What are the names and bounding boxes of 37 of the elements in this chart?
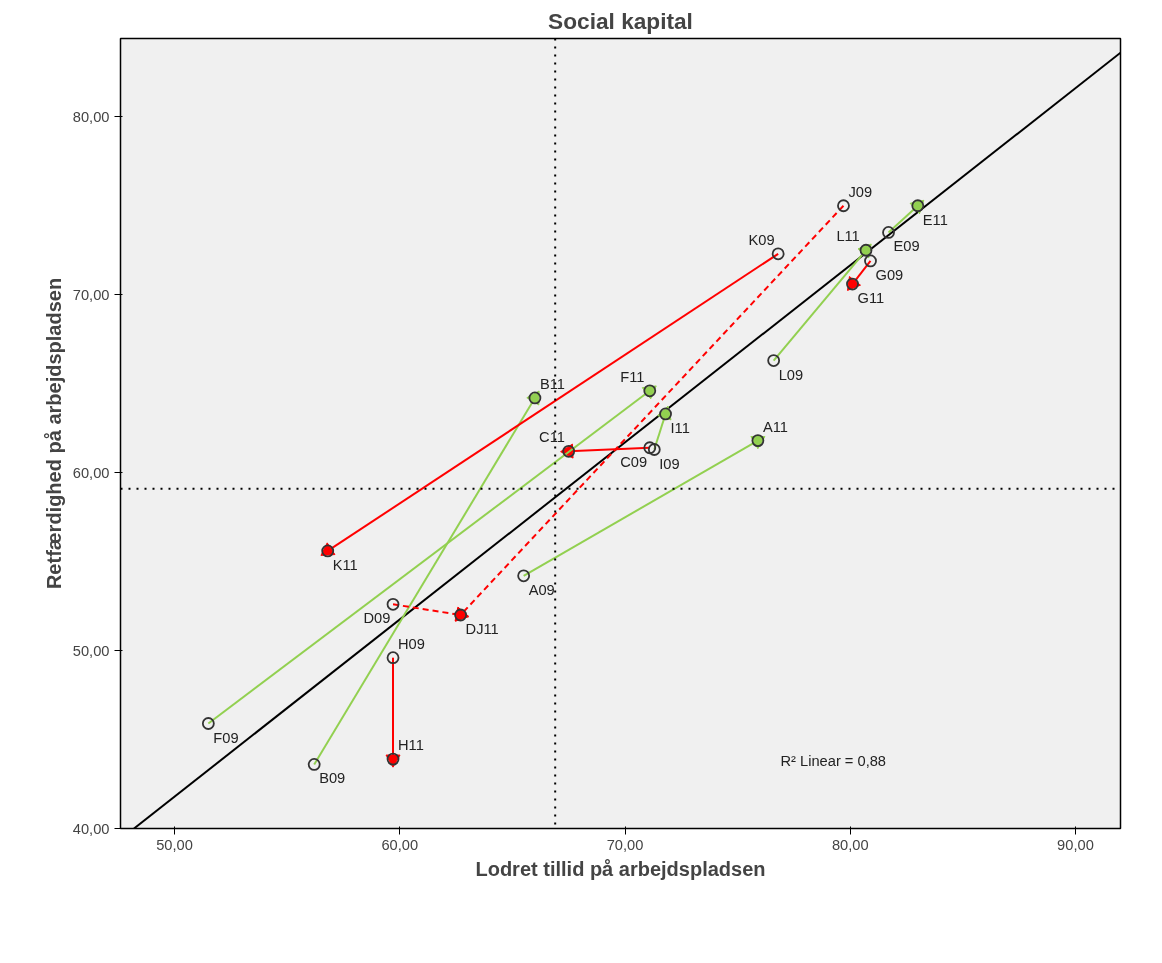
y-tick-label: 80,00 xyxy=(72,108,110,125)
annotation: K09 xyxy=(748,231,775,248)
annotation: I09 xyxy=(659,455,680,472)
annotation: D09 xyxy=(363,610,391,627)
annotation: K11 xyxy=(332,556,358,573)
annotation: J09 xyxy=(848,183,873,200)
x-tick-label: 50,00 xyxy=(156,836,193,853)
y-axis-title: Retfærdighed på arbejdspladsen xyxy=(42,277,65,590)
annotation: C09 xyxy=(620,453,648,470)
annotation: B09 xyxy=(319,770,346,787)
y-tick-label: 70,00 xyxy=(72,286,110,303)
y-tick-label: 60,00 xyxy=(72,464,110,481)
annotation: G09 xyxy=(875,266,904,283)
y-tick-label: 50,00 xyxy=(72,642,110,659)
annotation: C11 xyxy=(539,429,565,446)
annotation: L09 xyxy=(778,366,804,383)
annotation: A11 xyxy=(762,418,788,435)
annotation: DJ11 xyxy=(465,620,499,637)
annotation: E11 xyxy=(922,211,948,228)
x-tick-label: 80,00 xyxy=(831,836,869,853)
x-axis-title: Lodret tillid på arbejdspladsen xyxy=(475,857,766,880)
annotation: B11 xyxy=(539,375,565,392)
annotation: I11 xyxy=(670,419,690,436)
y-tick-label: 40,00 xyxy=(72,820,110,837)
x-tick-label: 60,00 xyxy=(381,836,419,853)
annotation: E09 xyxy=(893,238,920,255)
annotation: L11 xyxy=(836,228,860,245)
annotation: G11 xyxy=(857,290,885,307)
annotation: H09 xyxy=(398,635,425,652)
chart-title: Social kapital xyxy=(548,7,693,34)
x-tick-label: 70,00 xyxy=(606,836,644,853)
annotation: A09 xyxy=(528,581,555,598)
x-tick-label: 90,00 xyxy=(1057,836,1094,853)
annotation: F11 xyxy=(620,368,645,385)
annotation: R² Linear = 0,88 xyxy=(780,752,887,769)
annotation: F09 xyxy=(213,729,239,746)
annotation: H11 xyxy=(398,737,424,754)
